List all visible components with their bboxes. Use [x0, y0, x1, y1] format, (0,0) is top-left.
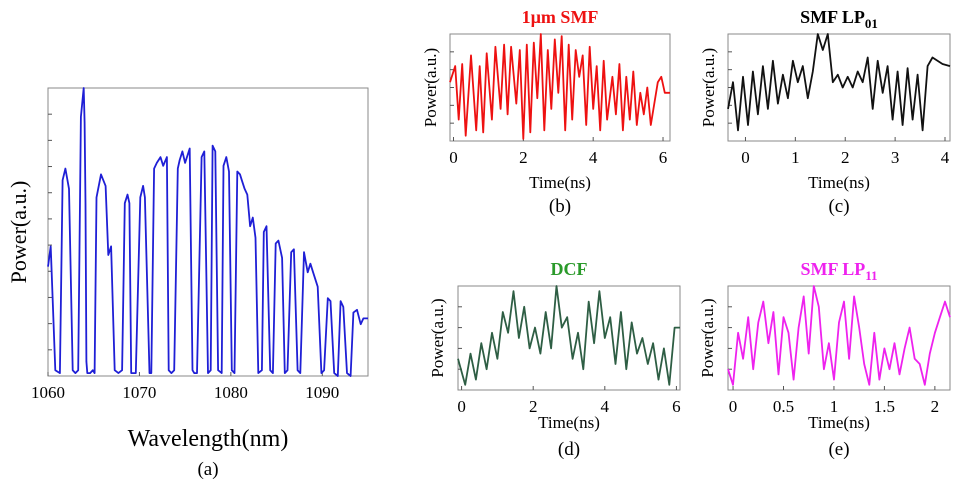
panel-e: 0 0.5 1 1.5 2 Time(ns) Power(a.u.) (e) SMF LP11 — [698, 259, 951, 460]
panel-d: 0 2 4 6 Time(ns) Power(a.u.) (d) DCF — [428, 259, 681, 460]
x-tick-label: 3 — [891, 148, 900, 167]
panel-caption: (e) — [828, 439, 849, 460]
x-axis-label: Time(ns) — [538, 413, 600, 432]
plot-frame — [47, 87, 369, 377]
x-tick-label: 4 — [601, 397, 610, 416]
x-tick-label: 6 — [659, 148, 668, 167]
y-axis-label: Power(a.u.) — [428, 298, 447, 377]
chart-title-main: DCF — [551, 259, 588, 279]
x-tick-label: 1070 — [122, 383, 156, 402]
x-tick-label: 4 — [589, 148, 598, 167]
chart-title: 1µm SMF — [522, 7, 599, 27]
series-line-d — [457, 285, 680, 386]
chart-title-main: SMF LP — [800, 7, 865, 27]
x-tick-label: 2 — [931, 397, 940, 416]
x-tick-label: 0.5 — [773, 397, 794, 416]
series-line-a — [47, 87, 368, 377]
chart-title-main: 1µm SMF — [522, 7, 599, 27]
x-tick-label: 0 — [449, 148, 458, 167]
y-axis-label: Power(a.u.) — [699, 48, 718, 127]
x-axis-label: Wavelength(nm) — [128, 426, 289, 452]
x-axis-label: Time(ns) — [529, 173, 591, 192]
x-tick-label: 2 — [529, 397, 538, 416]
plot-frame — [727, 285, 951, 391]
panel-caption: (c) — [828, 196, 849, 217]
x-tick-label: 2 — [841, 148, 850, 167]
chart-title-subscript: 01 — [865, 16, 878, 31]
x-tick-label: 4 — [941, 148, 950, 167]
chart-title-subscript: 11 — [865, 268, 877, 283]
panel-b: 0 2 4 6 Time(ns) Power(a.u.) (b) 1µm SMF — [421, 7, 671, 217]
series-line-b — [449, 33, 670, 140]
x-tick-label: 1 — [830, 397, 839, 416]
panel-caption: (a) — [197, 459, 218, 480]
chart-title-main: SMF LP — [800, 259, 865, 279]
x-tick-label: 0 — [729, 397, 738, 416]
x-tick-label: 1 — [791, 148, 800, 167]
x-tick-label: 2 — [519, 148, 528, 167]
panel-a: 1060 1070 1080 1090 Wavelength(nm) Power(a.u.… — [6, 87, 369, 480]
series-line-c — [727, 33, 951, 132]
x-tick-label: 0 — [457, 397, 466, 416]
x-axis-label: Time(ns) — [808, 173, 870, 192]
chart-title: SMF LP11 — [800, 259, 877, 283]
chart-title: SMF LP01 — [800, 7, 878, 31]
y-axis-label: Power(a.u.) — [6, 181, 31, 284]
panel-caption: (b) — [549, 196, 571, 217]
series-line-e — [727, 285, 951, 386]
panel-caption: (d) — [558, 439, 580, 460]
y-axis-label: Power(a.u.) — [698, 298, 717, 377]
x-tick-label: 6 — [672, 397, 681, 416]
x-axis-label: Time(ns) — [808, 413, 870, 432]
x-tick-label: 1080 — [214, 383, 248, 402]
plot-frame — [457, 285, 681, 391]
chart-title: DCF — [551, 259, 588, 279]
y-axis-label: Power(a.u.) — [421, 48, 440, 127]
x-tick-label: 1090 — [305, 383, 339, 402]
x-tick-label: 0 — [741, 148, 750, 167]
x-tick-label: 1.5 — [874, 397, 895, 416]
x-tick-label: 1060 — [31, 383, 65, 402]
